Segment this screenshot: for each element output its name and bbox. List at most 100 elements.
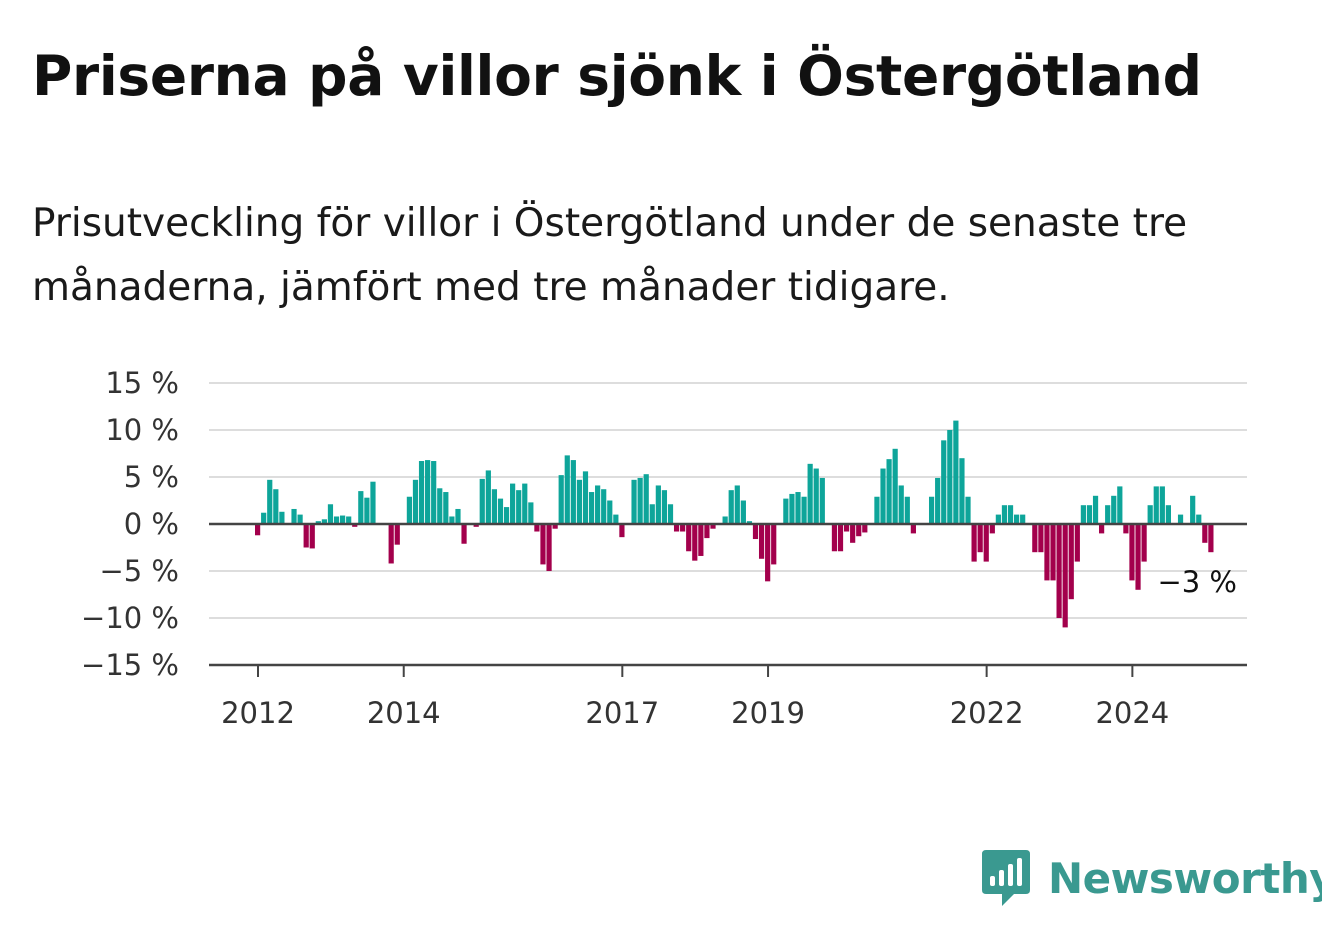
x-tick-label: 2012 [221, 696, 295, 730]
bar [1038, 524, 1044, 553]
bar [898, 485, 904, 524]
bar [649, 504, 655, 524]
bar [643, 474, 649, 524]
bar [1062, 524, 1068, 628]
bar [771, 524, 777, 565]
bar [1074, 524, 1080, 562]
bar [935, 477, 941, 524]
bar [746, 521, 753, 524]
bar [1068, 524, 1074, 600]
bar [667, 504, 674, 524]
bar [904, 496, 910, 524]
bar [655, 485, 661, 524]
bar [431, 461, 437, 524]
bar [1080, 505, 1086, 524]
bar [1190, 495, 1196, 524]
bar [1099, 524, 1105, 534]
x-tick-label: 2014 [367, 696, 441, 730]
bar [734, 485, 740, 524]
bar [801, 496, 807, 524]
bar [813, 468, 819, 524]
bar [995, 514, 1001, 524]
bar [1123, 524, 1129, 534]
bar [595, 485, 601, 524]
bar [874, 496, 880, 524]
bar [315, 521, 321, 524]
bar [479, 478, 485, 524]
bar [1007, 505, 1014, 524]
bar [388, 524, 394, 564]
bar [953, 420, 959, 524]
bar [959, 458, 965, 524]
bar [692, 524, 698, 561]
bar [273, 489, 279, 524]
axes [209, 522, 1247, 667]
bar [261, 512, 267, 524]
brand-name: Newsworthy [1048, 853, 1322, 903]
bar [418, 461, 425, 524]
bar [1111, 495, 1117, 524]
bar [394, 524, 400, 545]
bar [880, 468, 886, 524]
bar [680, 524, 686, 532]
bar [831, 524, 838, 552]
bar [412, 479, 419, 524]
bar [1032, 524, 1038, 553]
bar [704, 524, 710, 539]
bar [552, 524, 558, 529]
bar [819, 477, 825, 524]
bar [710, 524, 716, 529]
bar [582, 471, 589, 524]
bar [455, 508, 461, 524]
x-tick-label: 2022 [950, 696, 1024, 730]
chart-subtitle: Prisutveckling för villor i Östergötland… [32, 201, 1188, 310]
bar [340, 515, 346, 524]
y-tick-label: 0 % [124, 507, 179, 541]
bar [503, 507, 510, 524]
y-tick-label: −5 % [99, 554, 179, 588]
y-axis-ticks: 15 % 10 % 5 % 0 % −5 % −10 % −15 % [81, 366, 179, 682]
bar [297, 514, 303, 524]
y-tick-label: 10 % [105, 413, 179, 447]
bar [1177, 514, 1184, 524]
bar [491, 489, 498, 524]
y-tick-label: −10 % [81, 601, 179, 635]
bar [1135, 524, 1141, 590]
bar [862, 524, 868, 533]
bar [686, 524, 692, 552]
bar [497, 498, 504, 524]
bar [461, 524, 467, 544]
newsworthy-bar-chart-icon [982, 850, 1030, 906]
bar [1056, 524, 1062, 618]
bar [837, 524, 844, 552]
bar [631, 479, 637, 524]
bar [722, 516, 728, 524]
bar [291, 508, 297, 524]
bar [1202, 524, 1208, 543]
bar [576, 479, 583, 524]
bar [564, 455, 570, 524]
bar [619, 524, 625, 538]
bar [607, 500, 613, 524]
bar [1105, 505, 1111, 524]
bar [892, 448, 898, 524]
bar [1117, 486, 1123, 524]
bar [789, 493, 795, 524]
bar [752, 524, 759, 540]
bar [1001, 505, 1008, 524]
bar [1165, 505, 1171, 524]
bar [255, 524, 261, 536]
bar [1014, 514, 1020, 524]
bar [346, 516, 352, 524]
bar [856, 524, 862, 537]
bar [971, 524, 977, 562]
bar [558, 475, 564, 524]
bar [783, 498, 789, 524]
bar [546, 524, 552, 571]
bar [588, 492, 595, 524]
bar [1129, 524, 1135, 581]
bar [309, 524, 315, 549]
bar [983, 524, 989, 562]
bar [425, 460, 431, 524]
bar [989, 524, 995, 534]
